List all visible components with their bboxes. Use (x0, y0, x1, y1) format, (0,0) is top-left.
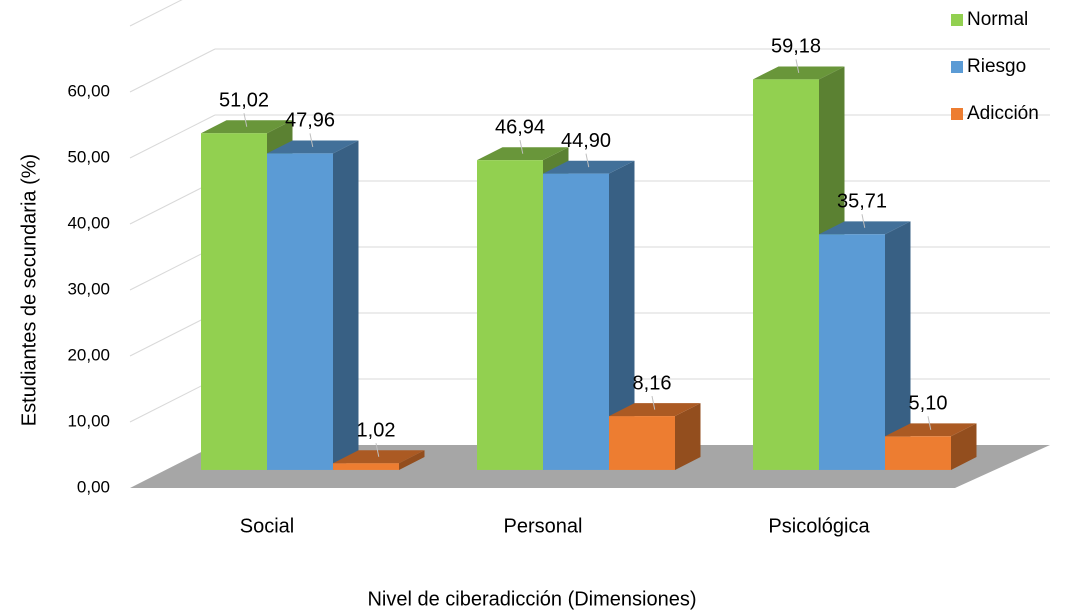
data-label: 47,96 (285, 110, 335, 132)
y-tick-label: 0,00 (77, 477, 110, 496)
bar-side (399, 450, 425, 470)
data-label: 59,18 (771, 36, 821, 58)
bar-side (885, 221, 911, 470)
bar (819, 221, 911, 470)
legend-swatch (951, 14, 963, 26)
bar-front (819, 234, 885, 470)
bar-side (951, 423, 977, 470)
bar-top (885, 423, 977, 437)
x-tick-label: Psicológica (768, 515, 870, 537)
leader-line (861, 214, 866, 228)
legend-swatch (951, 61, 963, 73)
legend-label: Normal (967, 9, 1028, 30)
bar (543, 160, 635, 470)
data-label: 51,02 (219, 89, 269, 111)
leader-line (309, 133, 314, 148)
leader-line (375, 443, 380, 457)
data-label: 35,71 (837, 191, 887, 213)
legend-label: Riesgo (967, 56, 1026, 77)
grid-line (129, 48, 216, 93)
grid-line (129, 180, 216, 225)
bar-side (609, 160, 635, 470)
leader-line (651, 395, 656, 410)
bar (267, 140, 359, 470)
bar-side (333, 140, 359, 470)
y-axis-title: Estudiantes de secundaria (%) (18, 154, 40, 426)
data-label: 46,94 (495, 116, 545, 138)
y-tick-label: 50,00 (67, 147, 110, 166)
leader-line (243, 113, 248, 127)
grid-frame (129, 0, 183, 27)
y-tick-label: 40,00 (67, 213, 110, 232)
x-tick-label: Social (240, 515, 294, 537)
bar (885, 423, 977, 470)
y-tick-label: 10,00 (67, 411, 110, 430)
x-tick-label: Personal (504, 515, 583, 537)
bar-side (675, 403, 701, 470)
bar-front (477, 160, 543, 470)
legend-label: Adicción (967, 103, 1039, 124)
bar-front (885, 436, 951, 470)
leader-line (585, 153, 590, 168)
grid-line (129, 246, 216, 291)
y-tick-label: 20,00 (67, 345, 110, 364)
data-label: 8,16 (633, 372, 672, 394)
bar-front (201, 133, 267, 470)
bar-front (267, 153, 333, 470)
bar-front (333, 463, 399, 470)
leader-line (927, 416, 932, 430)
legend-swatch (951, 108, 963, 120)
bar (609, 403, 701, 470)
grid-line (129, 114, 216, 159)
leader-line (519, 140, 524, 154)
data-label: 1,02 (357, 419, 396, 441)
grid-line (129, 378, 216, 423)
bar-front (609, 416, 675, 470)
y-tick-label: 30,00 (67, 279, 110, 298)
bar-top (267, 140, 359, 154)
x-axis-title: Nivel de ciberadicción (Dimensiones) (367, 588, 696, 610)
grid-line (129, 312, 216, 357)
bar-front (753, 79, 819, 470)
data-label: 44,90 (561, 130, 611, 152)
y-tick-label: 60,00 (67, 81, 110, 100)
leader-line (795, 59, 800, 74)
data-label: 5,10 (909, 393, 948, 415)
bar-front (543, 173, 609, 470)
